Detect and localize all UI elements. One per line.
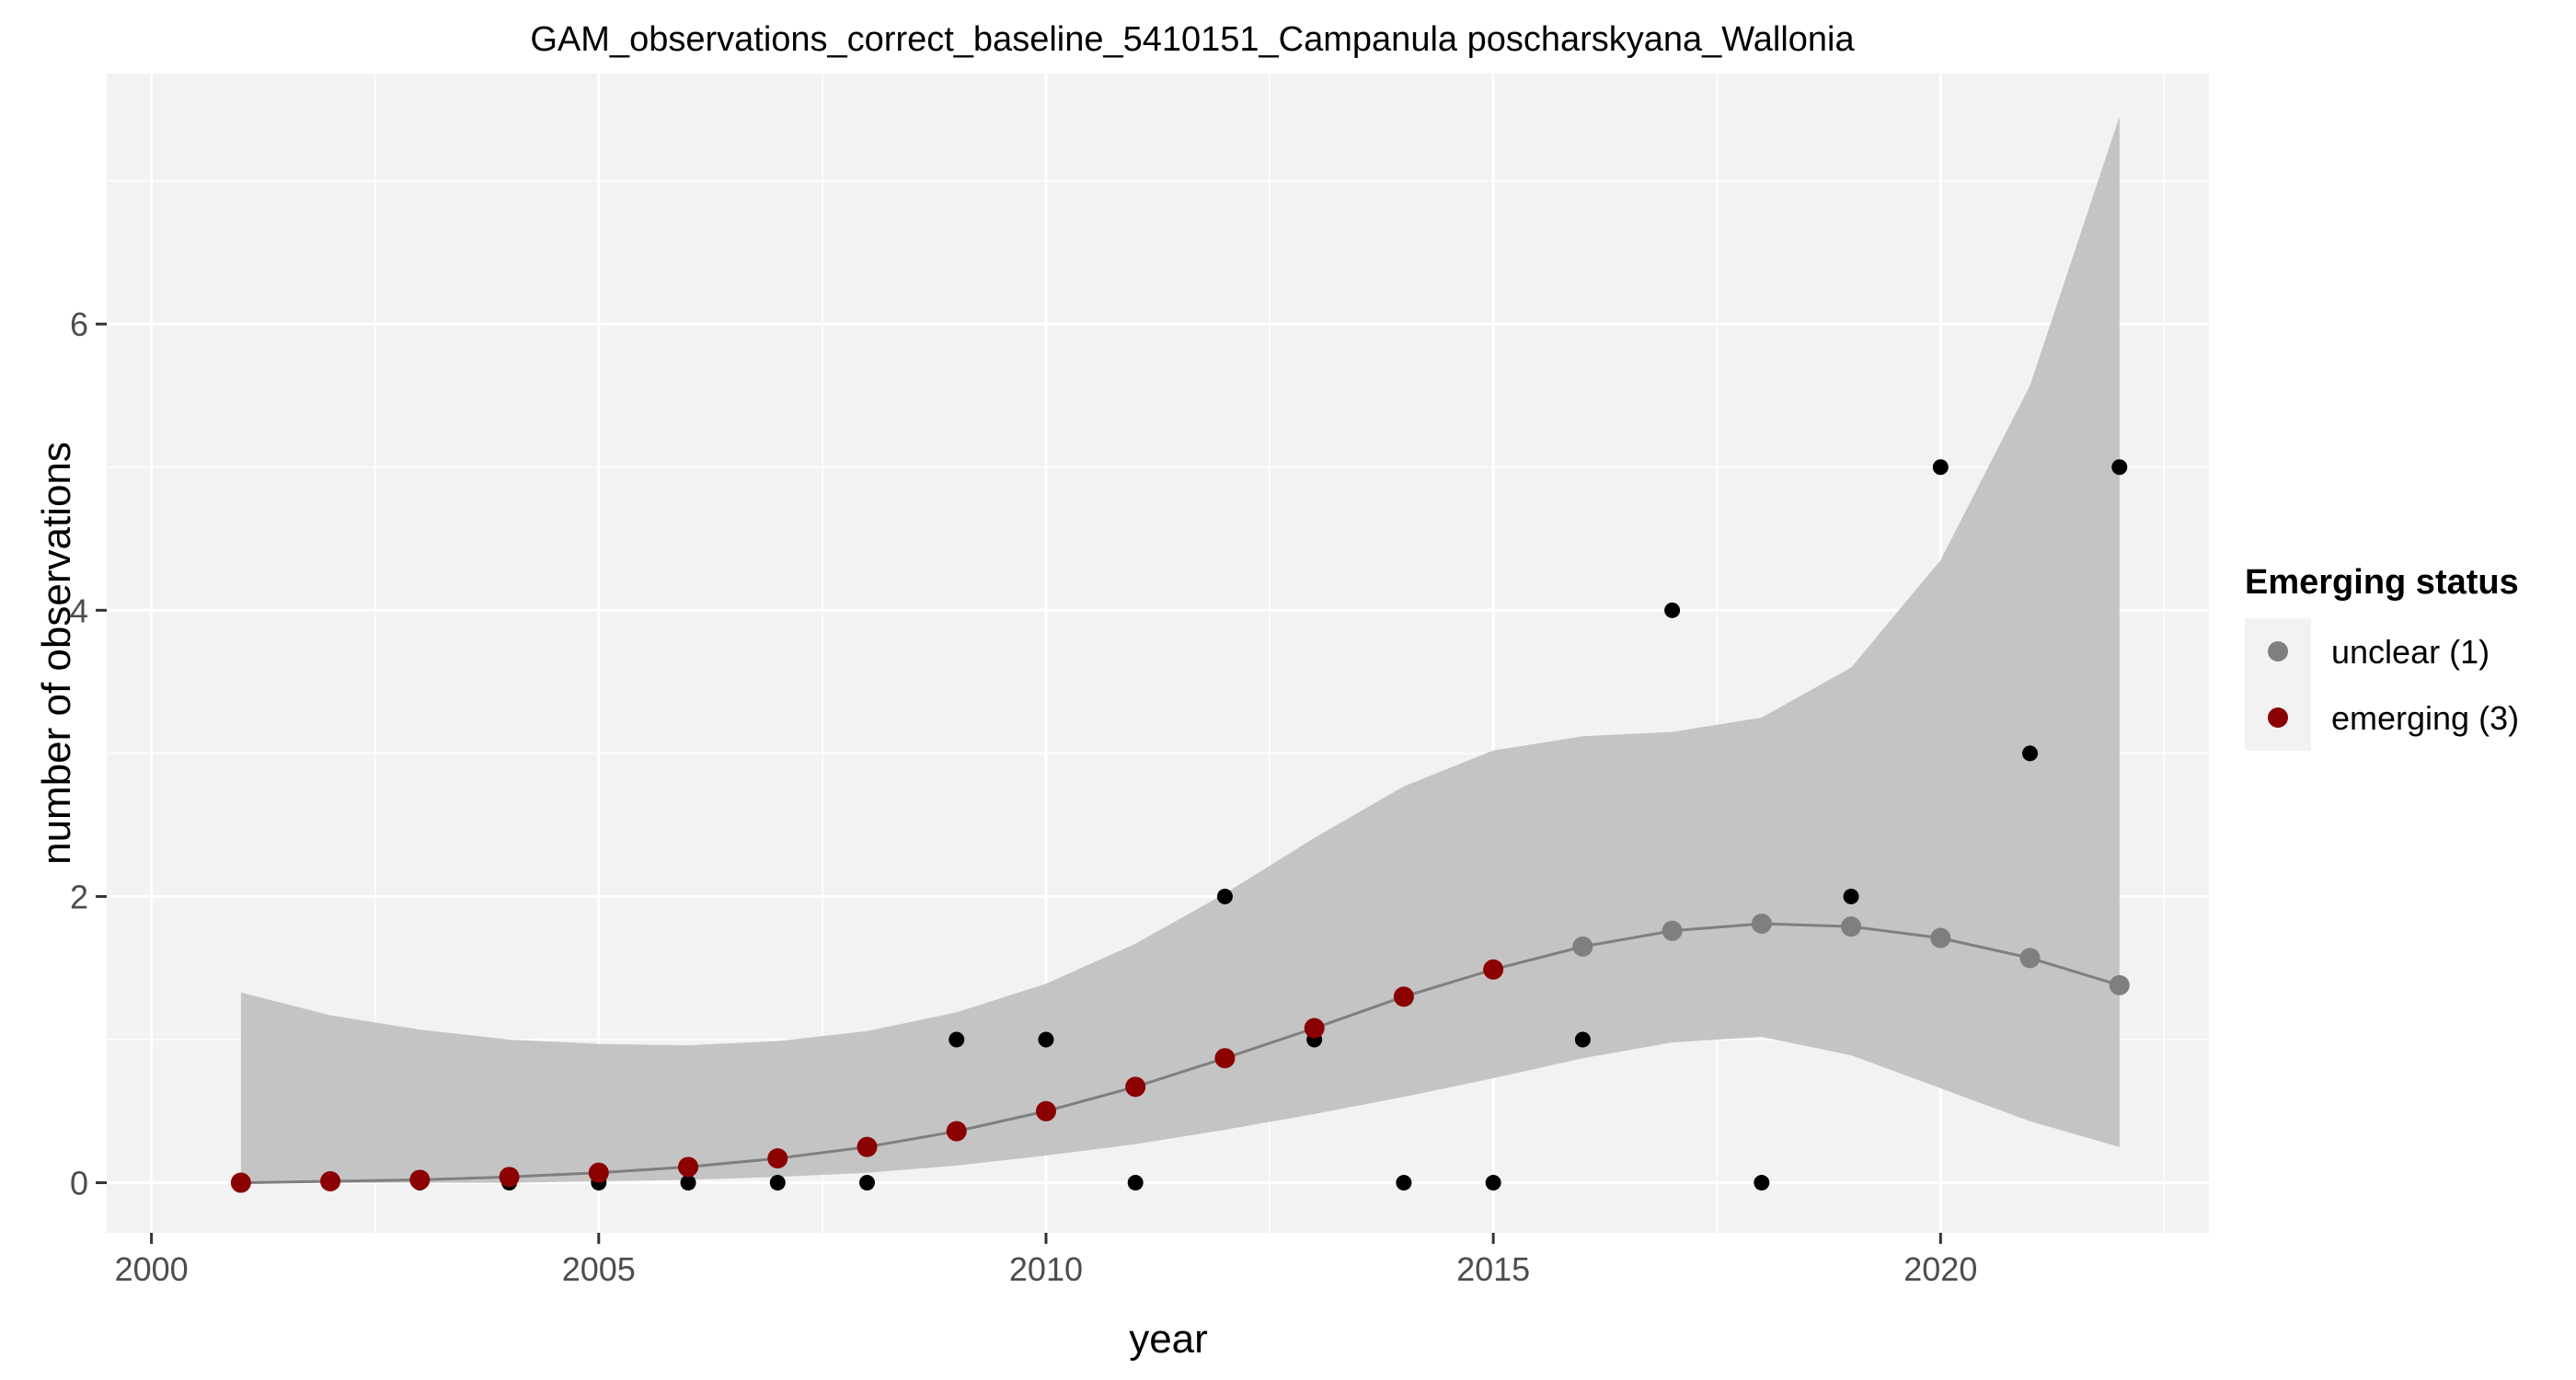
- fit-point-unclear: [1841, 916, 1862, 937]
- fit-point-unclear: [1662, 920, 1683, 941]
- fit-point-unclear: [1930, 927, 1951, 949]
- observed-point: [1038, 1031, 1054, 1048]
- fit-point-emerging: [857, 1136, 878, 1157]
- chart-title: GAM_observations_correct_baseline_541015…: [530, 20, 1855, 59]
- observed-point: [858, 1175, 875, 1191]
- x-tick-label: 2015: [1456, 1250, 1530, 1288]
- observed-point: [1932, 459, 1949, 476]
- fit-point-emerging: [1304, 1018, 1325, 1039]
- x-tick-label: 2010: [1009, 1250, 1083, 1288]
- legend-label-unclear: unclear (1): [2331, 633, 2490, 671]
- legend-key-emerging: [2268, 707, 2288, 728]
- y-tick-label: 2: [70, 878, 88, 915]
- fit-point-emerging: [1393, 986, 1414, 1007]
- observed-point: [2111, 459, 2128, 476]
- observed-point: [2022, 745, 2039, 762]
- observed-point: [949, 1031, 965, 1048]
- observed-point: [1216, 888, 1233, 904]
- observed-point: [680, 1175, 696, 1191]
- legend: Emerging status unclear (1) emerging (3): [2245, 563, 2519, 751]
- fit-point-emerging: [499, 1167, 520, 1188]
- x-tick-label: 2005: [562, 1250, 636, 1288]
- y-axis: 0 2 4 6: [70, 305, 107, 1202]
- fit-points: [230, 914, 2130, 1193]
- observed-point: [1574, 1031, 1591, 1048]
- observed-point: [1485, 1175, 1501, 1191]
- fit-point-emerging: [1035, 1100, 1056, 1121]
- legend-label-emerging: emerging (3): [2331, 699, 2519, 737]
- fit-point-unclear: [2109, 974, 2130, 995]
- fit-point-emerging: [678, 1156, 699, 1178]
- fit-line: [240, 922, 2121, 1185]
- x-axis: 2000 2005 2010 2015 2020: [115, 1233, 1977, 1288]
- x-tick-label: 2020: [1903, 1250, 1977, 1288]
- y-tick-label: 4: [70, 592, 88, 629]
- y-tick-label: 6: [70, 305, 88, 343]
- fit-point-emerging: [409, 1169, 431, 1190]
- fit-point-unclear: [1572, 936, 1593, 957]
- fit-point-unclear: [1751, 914, 1772, 934]
- fit-point-emerging: [588, 1162, 609, 1183]
- fit-point-emerging: [767, 1148, 788, 1169]
- observed-point: [1127, 1175, 1144, 1191]
- fit-point-emerging: [230, 1172, 251, 1193]
- observed-point: [769, 1175, 786, 1191]
- observed-point: [1843, 888, 1859, 904]
- confidence-ribbon: [240, 116, 2120, 1183]
- observed-point: [1396, 1175, 1412, 1191]
- observed-point: [1664, 602, 1681, 618]
- fit-point-emerging: [1483, 959, 1504, 980]
- observed-point: [1754, 1175, 1770, 1191]
- legend-key-unclear: [2268, 641, 2288, 661]
- x-axis-label: year: [1129, 1317, 1208, 1362]
- fit-point-emerging: [946, 1121, 967, 1142]
- x-tick-label: 2000: [115, 1250, 189, 1288]
- fit-point-unclear: [2019, 948, 2041, 969]
- fit-point-emerging: [320, 1171, 341, 1191]
- fit-point-emerging: [1214, 1048, 1236, 1069]
- y-tick-label: 0: [70, 1165, 88, 1202]
- fit-point-emerging: [1125, 1076, 1146, 1098]
- legend-title: Emerging status: [2245, 563, 2519, 602]
- y-axis-label: number of observations: [34, 442, 79, 865]
